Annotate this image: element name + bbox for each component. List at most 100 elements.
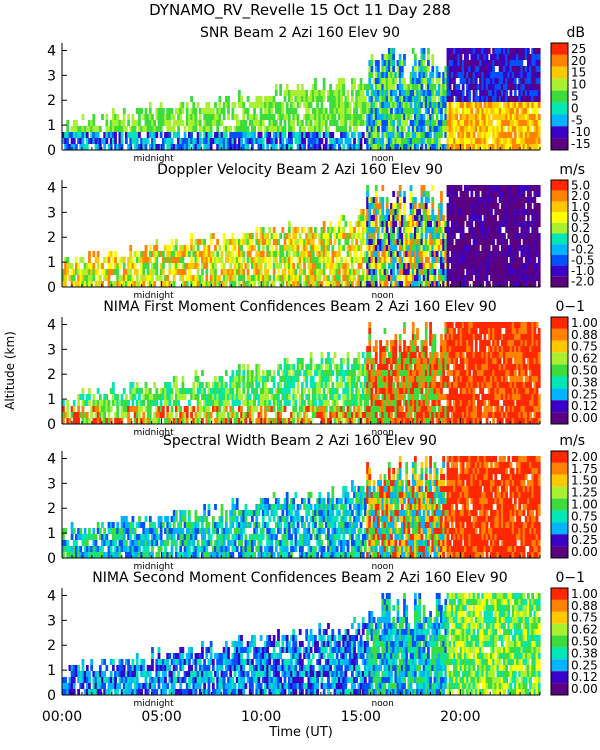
heatmap-cell <box>272 406 276 412</box>
heatmap-cell <box>222 132 226 138</box>
heatmap-cell <box>240 263 243 269</box>
heatmap-cell <box>246 412 250 418</box>
heatmap-cell <box>474 96 478 102</box>
heatmap-cell <box>285 90 289 96</box>
heatmap-cell <box>461 90 465 96</box>
heatmap-cell <box>116 144 120 150</box>
heatmap-cell <box>396 72 400 78</box>
heatmap-cell <box>383 257 387 263</box>
heatmap-cell <box>62 406 65 412</box>
heatmap-cell <box>348 120 352 126</box>
heatmap-cell <box>387 84 391 90</box>
heatmap-cell <box>481 281 485 287</box>
heatmap-cell <box>366 90 369 96</box>
heatmap-cell <box>424 144 428 150</box>
heatmap-cell <box>274 90 278 96</box>
heatmap-cell <box>207 114 211 120</box>
y-tick-label: 3 <box>47 205 56 221</box>
heatmap-cell <box>253 263 256 269</box>
heatmap-cell <box>500 60 504 66</box>
heatmap-cell <box>222 418 226 424</box>
heatmap-cell <box>174 263 178 269</box>
heatmap-cell <box>463 120 467 126</box>
heatmap-cell <box>88 263 91 269</box>
colorbar-label: 20 <box>571 54 586 68</box>
heatmap-cell <box>468 120 472 126</box>
heatmap-cell <box>448 245 452 251</box>
heatmap-cell <box>516 245 519 251</box>
heatmap-cell <box>135 412 139 418</box>
heatmap-cell <box>450 269 454 275</box>
heatmap-cell <box>509 245 513 251</box>
heatmap-cell <box>383 114 387 120</box>
heatmap-cell <box>268 406 272 412</box>
heatmap-cell <box>455 251 459 257</box>
heatmap-cell <box>307 364 311 370</box>
heatmap-cell <box>535 203 539 209</box>
heatmap-cell <box>537 96 541 102</box>
heatmap-cell <box>392 215 396 221</box>
heatmap-cell <box>526 221 530 227</box>
heatmap-cell <box>231 102 235 108</box>
heatmap-cell <box>292 275 296 281</box>
heatmap-cell <box>466 281 469 287</box>
heatmap-cell <box>468 209 472 215</box>
heatmap-cell <box>359 245 363 251</box>
heatmap-cell <box>242 239 246 245</box>
heatmap-cell <box>522 245 526 251</box>
heatmap-cell <box>437 102 441 108</box>
heatmap-cell <box>253 126 256 132</box>
heatmap-cell <box>516 203 519 209</box>
heatmap-cell <box>294 406 298 412</box>
heatmap-cell <box>279 388 283 394</box>
heatmap-cell <box>431 245 435 251</box>
heatmap-cell <box>396 251 400 257</box>
heatmap-cell <box>172 269 176 275</box>
heatmap-cell <box>370 126 374 132</box>
heatmap-cell <box>324 120 328 126</box>
heatmap-cell <box>133 388 137 394</box>
heatmap-cell <box>155 388 159 394</box>
heatmap-cell <box>366 114 369 120</box>
heatmap-cell <box>494 72 498 78</box>
heatmap-cell <box>435 215 439 221</box>
heatmap-cell <box>476 209 480 215</box>
heatmap-cell <box>309 376 313 382</box>
heatmap-cell <box>311 132 315 138</box>
heatmap-cell <box>237 138 241 144</box>
heatmap-cell <box>507 126 511 132</box>
heatmap-cell <box>237 96 241 102</box>
heatmap-cell <box>188 400 191 406</box>
heatmap-cell <box>437 203 441 209</box>
heatmap-cell <box>494 227 498 233</box>
heatmap-cell <box>377 114 380 120</box>
heatmap-cell <box>92 275 96 281</box>
heatmap-cell <box>287 281 291 287</box>
heatmap-cell <box>277 132 280 138</box>
heatmap-cell <box>485 245 489 251</box>
heatmap-cell <box>138 126 141 132</box>
heatmap-cell <box>474 138 478 144</box>
heatmap-cell <box>490 60 493 66</box>
heatmap-cell <box>229 281 233 287</box>
heatmap-cell <box>240 406 243 412</box>
heatmap-cell <box>327 400 330 406</box>
heatmap-cell <box>524 84 528 90</box>
heatmap-cell <box>455 263 459 269</box>
heatmap-cell <box>231 132 235 138</box>
heatmap-cell <box>237 364 241 370</box>
heatmap-cell <box>522 227 526 233</box>
heatmap-cell <box>424 245 428 251</box>
heatmap-cell <box>190 239 193 245</box>
heatmap-cell <box>185 120 189 126</box>
heatmap-cell <box>535 233 539 239</box>
heatmap-cell <box>529 78 532 84</box>
heatmap-cell <box>216 132 220 138</box>
heatmap-cell <box>450 114 454 120</box>
heatmap-cell <box>203 239 206 245</box>
heatmap-cell <box>170 251 174 257</box>
heatmap-cell <box>396 84 400 90</box>
heatmap-cell <box>214 394 217 400</box>
heatmap-cell <box>329 239 333 245</box>
heatmap-cell <box>442 227 445 233</box>
